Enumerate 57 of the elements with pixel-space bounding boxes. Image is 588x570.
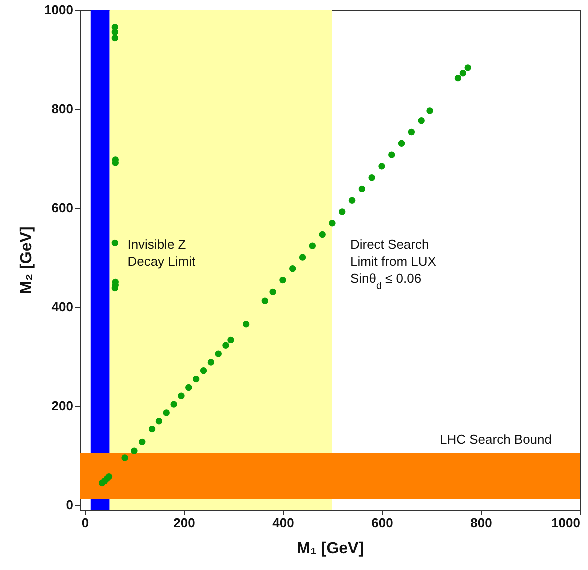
y-tick-label: 800	[52, 102, 74, 117]
point	[339, 208, 346, 216]
point	[378, 163, 386, 170]
point	[139, 438, 146, 446]
point	[408, 128, 416, 136]
x-tick-label: 1000	[552, 516, 580, 530]
point	[131, 448, 138, 454]
point	[242, 321, 250, 328]
point	[112, 240, 119, 247]
point	[178, 392, 185, 400]
point	[319, 231, 326, 238]
point	[460, 70, 467, 77]
x-tick-label: 0	[82, 516, 90, 530]
y-tick-label: 1000	[44, 2, 74, 18]
band-label: Direct Search Limit from LUX Sinθ$_{d}$ ≤ 0.06	[350, 237, 437, 292]
point	[270, 288, 276, 296]
point	[464, 64, 472, 72]
y-tick-label: 0	[66, 498, 74, 513]
point	[358, 186, 366, 193]
x-tick-label: 200	[174, 516, 196, 530]
point	[262, 298, 269, 304]
point	[368, 174, 376, 182]
y-tick-label: 400	[52, 300, 74, 315]
y-tick-label: 600	[52, 200, 74, 216]
point	[112, 24, 119, 31]
point	[454, 74, 462, 82]
point	[348, 197, 356, 204]
point	[309, 242, 316, 250]
band-label: Invisible Z Decay Limit	[128, 237, 196, 269]
point	[163, 410, 170, 416]
x-axis-title: M₁ [GeV]	[296, 540, 364, 558]
point	[280, 276, 286, 284]
point	[388, 152, 396, 158]
point	[228, 336, 234, 344]
x-tick-label: 800	[470, 516, 492, 530]
point	[170, 401, 178, 408]
point	[215, 350, 222, 358]
point	[208, 359, 215, 366]
point	[418, 118, 425, 124]
point	[122, 454, 128, 462]
y-axis-title: M₂ [GeV]	[18, 226, 36, 294]
point	[186, 384, 192, 392]
x-tick-label: 600	[372, 516, 394, 530]
point	[329, 220, 336, 227]
point	[299, 254, 306, 261]
point	[112, 34, 119, 42]
point	[148, 426, 156, 433]
point	[200, 368, 208, 374]
point	[290, 266, 296, 272]
point	[222, 342, 230, 349]
point	[192, 376, 200, 383]
x-tick-label: 400	[272, 516, 294, 530]
band-label: LHC Search Bound	[440, 432, 552, 448]
y-tick-label: 200	[52, 398, 74, 414]
point	[398, 140, 406, 148]
point	[156, 418, 163, 425]
point	[426, 108, 434, 114]
